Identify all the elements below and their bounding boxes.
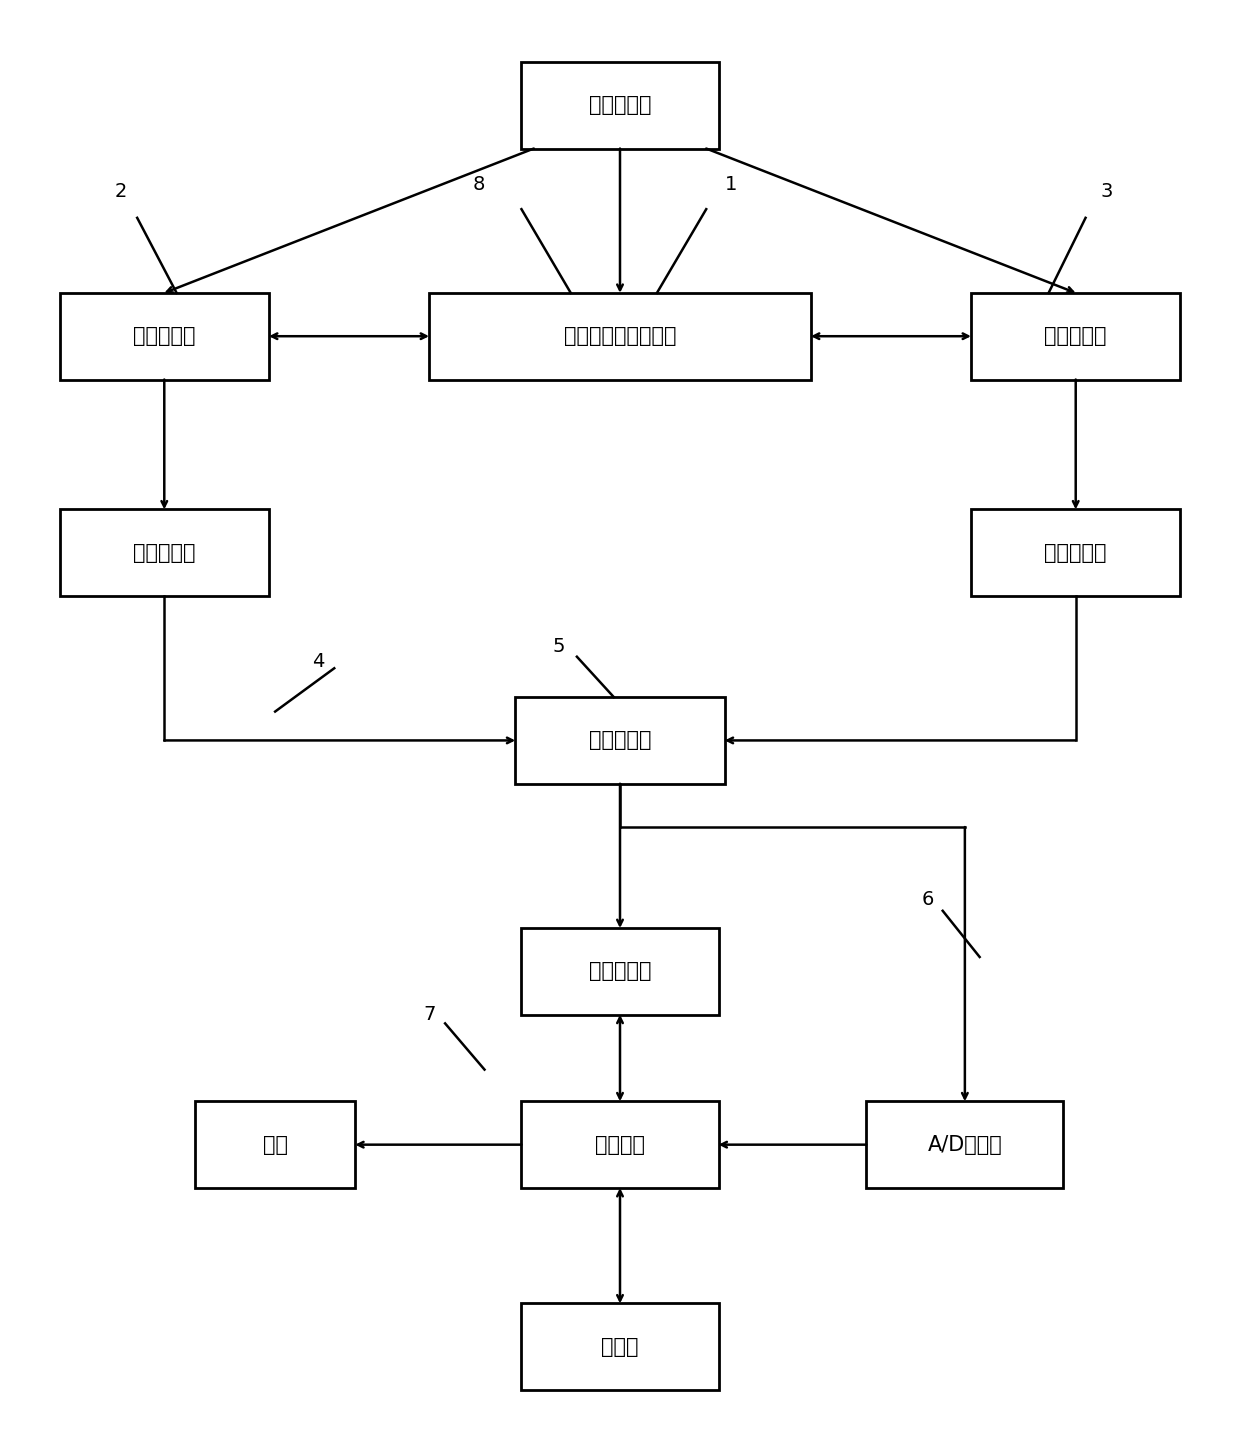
Bar xyxy=(429,293,811,379)
Text: 3: 3 xyxy=(1100,183,1112,202)
Text: 1: 1 xyxy=(724,176,737,195)
Bar xyxy=(522,928,718,1015)
Text: 7: 7 xyxy=(423,1005,435,1024)
Bar xyxy=(522,1102,718,1188)
Text: 5: 5 xyxy=(552,637,564,656)
Bar xyxy=(522,1304,718,1390)
Text: 差分放大器: 差分放大器 xyxy=(589,730,651,751)
Text: 计算机接口: 计算机接口 xyxy=(589,961,651,982)
Bar xyxy=(195,1102,355,1188)
Bar xyxy=(971,293,1180,379)
Text: 显示: 显示 xyxy=(263,1134,288,1154)
Text: 同步信号源: 同步信号源 xyxy=(589,96,651,115)
Bar xyxy=(971,510,1180,597)
Text: 8: 8 xyxy=(472,176,485,195)
Bar xyxy=(60,293,269,379)
Text: 微波检波器: 微波检波器 xyxy=(133,543,196,563)
Text: 寄存器: 寄存器 xyxy=(601,1337,639,1356)
Text: 微处理器: 微处理器 xyxy=(595,1134,645,1154)
Text: A/D转换器: A/D转换器 xyxy=(928,1134,1002,1154)
Text: 4: 4 xyxy=(312,652,325,671)
Text: 测试传感器: 测试传感器 xyxy=(133,327,196,346)
Text: 2: 2 xyxy=(115,183,128,202)
Text: 6: 6 xyxy=(921,890,934,909)
Text: 对照传感器: 对照传感器 xyxy=(1044,327,1107,346)
Bar xyxy=(867,1102,1064,1188)
Text: 微波检波器: 微波检波器 xyxy=(1044,543,1107,563)
Bar xyxy=(516,697,724,784)
Bar xyxy=(60,510,269,597)
Text: 多层介质的共面波导: 多层介质的共面波导 xyxy=(564,327,676,346)
Bar xyxy=(522,62,718,148)
